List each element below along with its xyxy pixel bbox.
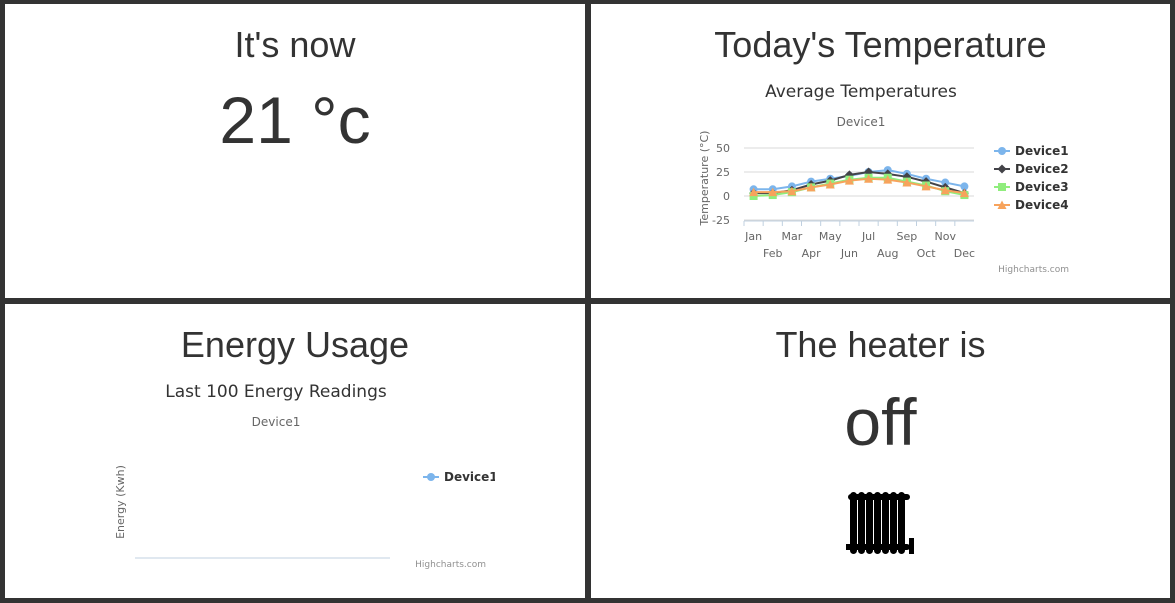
temperature-x-tick-label: Jan [744,230,762,243]
temperature-y-axis-label: Temperature (°C) [698,131,711,227]
energy-legend-item-device1[interactable]: Device1 [444,470,495,484]
temperature-x-tick-label: Dec [954,247,975,260]
temperature-chart-legend: Device1 Device2 Device3 Device4 [994,144,1069,212]
temperature-point-device1[interactable] [941,178,950,187]
temperature-point-device4[interactable] [749,187,759,197]
temperature-chart-title: Average Temperatures [765,82,957,102]
temperature-x-tick-label: Feb [763,247,782,260]
radiator-icon [846,492,914,554]
temperature-chart-credits[interactable]: Highcharts.com [998,265,1069,275]
legend-item-device4[interactable]: Device4 [1015,198,1069,212]
energy-legend-marker-device1[interactable] [427,473,435,481]
temperature-point-device4[interactable] [883,175,893,184]
energy-chart: Last 100 Energy Readings Device1 Energy … [114,382,495,570]
temperature-x-tick-label: Aug [877,247,898,260]
energy-chart-credits[interactable]: Highcharts.com [415,560,486,570]
current-temperature-panel: It's now 21 °c [5,4,585,298]
temperature-point-device4[interactable] [940,185,950,195]
temperature-x-tick-label: May [819,230,842,243]
temperature-y-tick-label: 0 [723,190,730,203]
current-temperature-title: It's now [234,24,356,65]
temperature-point-device4[interactable] [959,188,969,198]
current-temperature-value: 21 °c [219,83,371,157]
temperature-point-device4[interactable] [787,186,797,196]
temperature-chart-panel: Today's Temperature Average Temperatures… [591,4,1170,298]
temperature-point-device4[interactable] [825,179,835,189]
temperature-series-line-device2 [753,170,965,195]
temperature-x-tick-label: Mar [782,230,803,243]
heater-state-value: off [844,385,917,459]
temperature-chart-subtitle: Device1 [837,115,886,129]
temperature-y-tick-label: 50 [716,142,730,155]
temperature-x-tick-label: Sep [897,230,918,243]
heater-status-panel: The heater is off [591,304,1170,598]
temperature-point-device1[interactable] [960,182,969,191]
temperature-y-tick-label: 25 [716,166,730,179]
energy-chart-subtitle: Device1 [252,415,301,429]
temperature-point-device4[interactable] [768,187,778,197]
temperature-point-device4[interactable] [921,181,931,191]
legend-marker-device1[interactable] [998,147,1006,155]
temperature-x-tick-label: Apr [802,247,822,260]
energy-usage-panel: Energy Usage Last 100 Energy Readings De… [5,304,585,598]
temperature-panel-title: Today's Temperature [714,24,1047,65]
legend-item-device2[interactable]: Device2 [1015,162,1069,176]
temperature-x-tick-label: Jun [840,247,858,260]
energy-chart-legend: Device1 [423,470,495,484]
temperature-x-tick-label: Jul [861,230,875,243]
energy-chart-title: Last 100 Energy Readings [165,382,387,402]
legend-item-device1[interactable]: Device1 [1015,144,1069,158]
temperature-point-device4[interactable] [902,178,912,187]
legend-marker-device4[interactable] [997,200,1007,210]
energy-usage-title: Energy Usage [180,324,410,365]
temperature-point-device4[interactable] [806,182,816,192]
temperature-x-tick-label: Oct [917,247,937,260]
legend-marker-device2[interactable] [997,164,1007,174]
temperature-series-line-device4 [753,177,965,195]
temperature-y-tick-label: -25 [712,214,730,227]
temperature-chart: Average Temperatures Device1 Temperature… [698,82,1069,275]
legend-item-device3[interactable]: Device3 [1015,180,1069,194]
temperature-point-device4[interactable] [864,174,874,183]
heater-status-title: The heater is [775,324,986,365]
temperature-point-device4[interactable] [844,176,854,185]
temperature-x-tick-label: Nov [935,230,957,243]
energy-y-axis-label: Energy (Kwh) [114,465,127,539]
legend-marker-device3[interactable] [998,183,1006,191]
